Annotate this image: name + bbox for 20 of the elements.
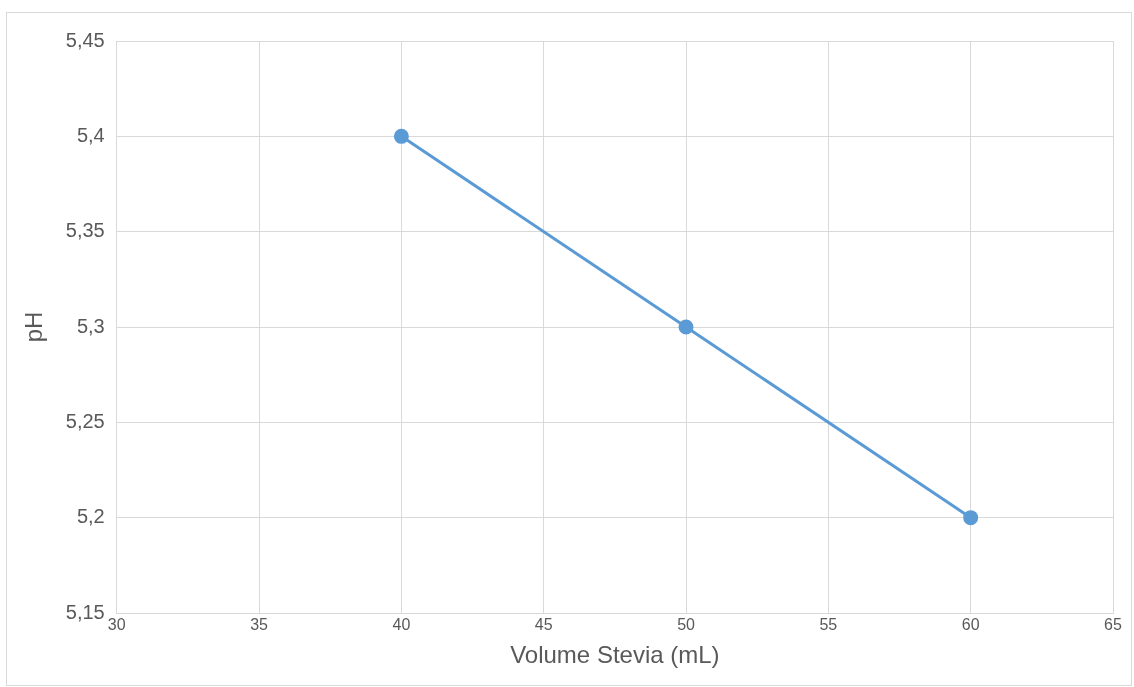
point xyxy=(678,319,694,335)
y-tick-label: 5,15 xyxy=(65,600,105,623)
x-tick-label: 60 xyxy=(961,616,980,634)
y-tick-label: 5,35 xyxy=(65,219,105,242)
x-tick-label: 30 xyxy=(107,616,126,634)
y-tick-label: 5,25 xyxy=(65,409,105,432)
x-tick-label: 45 xyxy=(534,616,553,634)
y-tick-label: 5,2 xyxy=(76,505,105,528)
point xyxy=(393,128,409,144)
x-axis-title: Volume Stevia (mL) xyxy=(510,641,720,669)
y-axis-title: pH xyxy=(20,311,48,343)
x-tick-label: 40 xyxy=(392,616,411,634)
y-tick-label: 5,3 xyxy=(76,314,105,337)
point xyxy=(963,510,979,526)
x-tick-label: 35 xyxy=(250,616,269,634)
y-tick-label: 5,4 xyxy=(76,123,105,146)
x-tick-label: 65 xyxy=(1104,616,1122,634)
x-tick-label: 50 xyxy=(677,616,696,634)
y-tick-label: 5,45 xyxy=(65,28,105,51)
x-tick-label: 55 xyxy=(819,616,838,634)
